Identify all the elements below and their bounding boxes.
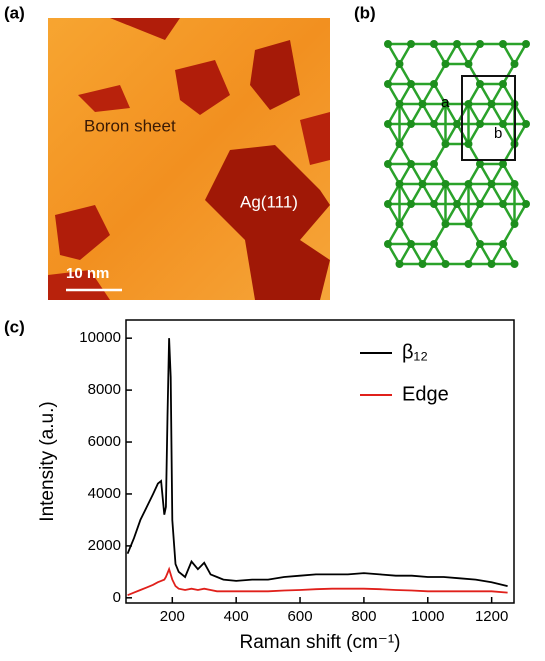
y-tick-label: 2000 [88,537,121,554]
lattice-atom [396,100,404,108]
legend-label: Edge [402,383,449,405]
lattice-atom [465,180,473,188]
lattice [384,40,530,268]
lattice-atom [442,220,450,228]
lattice-atom [499,80,507,88]
lattice-atom [396,220,404,228]
x-tick-label: 400 [224,608,249,625]
y-tick-label: 0 [113,589,121,606]
lattice-atom [419,180,427,188]
lattice-atom [407,240,415,248]
lattice-atom [430,240,438,248]
lattice-atom [488,260,496,268]
lattice-atom [453,40,461,48]
series-line [128,569,508,595]
lattice-atom [384,240,392,248]
lattice-atom [499,160,507,168]
lattice-atom [384,80,392,88]
x-tick-label: 200 [160,608,185,625]
lattice-atom [476,40,484,48]
x-tick-label: 800 [351,608,376,625]
lattice-atom [511,60,519,68]
lattice-atom [442,60,450,68]
lattice-atom [476,200,484,208]
lattice-atom [499,40,507,48]
lattice-atom [430,200,438,208]
lattice-atom [430,40,438,48]
lattice-atom [476,240,484,248]
legend-label: β₁₂ [402,341,428,363]
lattice-atom [465,220,473,228]
lattice-atom [442,140,450,148]
lattice-atom [419,260,427,268]
lattice-atom [430,120,438,128]
lattice-atom [465,140,473,148]
stm-image: Boron sheet Ag(111) 10 nm [48,18,330,300]
lattice-atom [442,260,450,268]
lattice-atom [396,140,404,148]
image-label: Ag(111) [240,192,298,211]
lattice-atom [511,180,519,188]
lattice-atom [430,80,438,88]
lattice-atom [476,120,484,128]
lattice-label: b [494,125,502,142]
lattice-atom [396,180,404,188]
x-tick-label: 1000 [411,608,444,625]
series-line [128,338,508,586]
y-axis-label: Intensity (a.u.) [37,401,58,521]
lattice-atom [476,160,484,168]
lattice-atom [407,40,415,48]
lattice-atom [396,60,404,68]
chart: 200 400 600 800 1000 1200 0 2000 4000 6000 8000 100… [37,320,514,653]
panel-label: (b) [354,3,376,22]
x-tick-label: 1200 [475,608,508,625]
lattice-atom [522,40,530,48]
lattice-atom [430,160,438,168]
lattice-atom [384,160,392,168]
lattice-atom [453,120,461,128]
x-tick-label: 600 [288,608,313,625]
y-tick-label: 8000 [88,381,121,398]
lattice-atom [384,120,392,128]
y-tick-label: 10000 [79,329,121,346]
y-tick-label: 6000 [88,433,121,450]
panel-label: (c) [4,317,25,336]
plot-frame [126,320,514,603]
lattice-atom [476,80,484,88]
lattice-atom [465,260,473,268]
lattice-atom [522,200,530,208]
scale-bar-label: 10 nm [66,265,109,282]
panel-label: (a) [4,3,25,22]
lattice-atom [465,60,473,68]
figure: (a) (b) (c) Boron sheet Ag(111) 10 nm a … [0,0,545,661]
y-tick-label: 4000 [88,485,121,502]
lattice-atom [499,240,507,248]
lattice-atom [522,120,530,128]
lattice-atom [511,220,519,228]
lattice-atom [396,260,404,268]
lattice-atom [419,100,427,108]
lattice-atom [488,100,496,108]
lattice-atom [465,100,473,108]
lattice-label: a [441,94,450,111]
lattice-atom [407,80,415,88]
x-axis-label: Raman shift (cm⁻¹) [240,632,401,653]
lattice-atom [407,120,415,128]
lattice-atom [407,200,415,208]
lattice-atom [511,260,519,268]
lattice-atom [384,40,392,48]
lattice-atom [442,180,450,188]
lattice-atom [499,200,507,208]
lattice-atom [384,200,392,208]
lattice-atom [407,160,415,168]
lattice-atom [488,180,496,188]
image-label: Boron sheet [84,116,176,135]
lattice-atom [453,200,461,208]
